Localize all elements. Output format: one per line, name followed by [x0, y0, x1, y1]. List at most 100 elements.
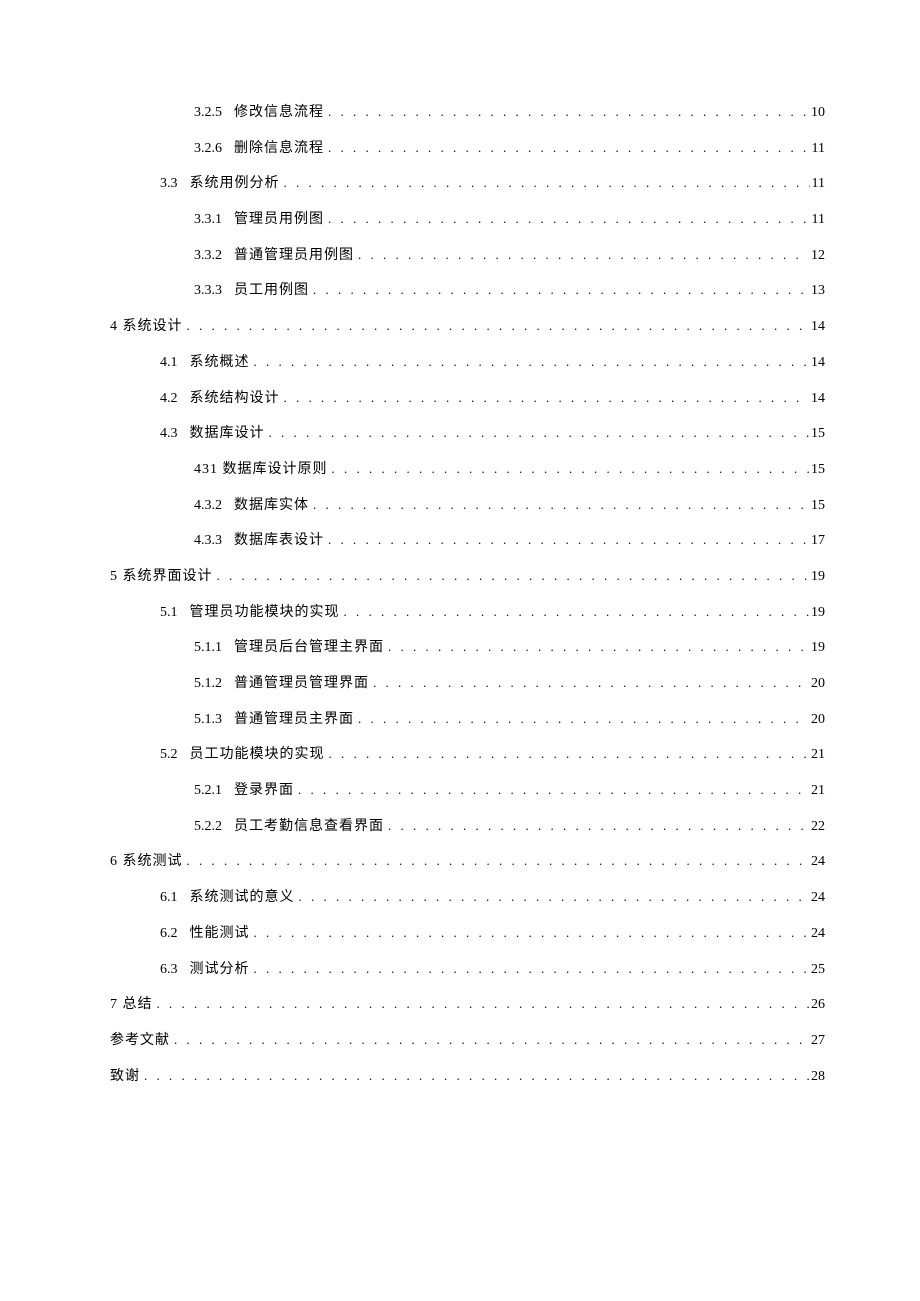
toc-entry: 431 数据库设计原则15 [110, 452, 825, 488]
toc-entry: 5.2.1 登录界面 21 [110, 773, 825, 809]
toc-leader-dots [309, 488, 809, 521]
toc-entry-number: 3.3.3 [194, 273, 222, 309]
toc-entry-page: 12 [809, 238, 825, 274]
toc-entry: 3.3系统用例分析11 [110, 166, 825, 202]
toc-leader-dots [250, 952, 810, 985]
toc-entry: 致谢28 [110, 1059, 825, 1095]
toc-entry-number: 5.1 [160, 595, 178, 631]
toc-entry-title: 性能测试 [190, 916, 250, 952]
toc-leader-dots [309, 273, 809, 306]
toc-entry-number: 3.2.5 [194, 95, 222, 131]
toc-leader-dots [294, 773, 809, 806]
toc-entry-page: 10 [809, 95, 825, 131]
toc-entry-number: 4.2 [160, 381, 178, 417]
toc-leader-dots [183, 844, 810, 877]
toc-entry-title: 登录界面 [234, 773, 294, 809]
toc-entry-title: 致谢 [110, 1059, 140, 1095]
toc-entry: 参考文献 27 [110, 1023, 825, 1059]
toc-entry: 4.1系统概述14 [110, 345, 825, 381]
toc-entry-number: 3.2.6 [194, 131, 222, 167]
toc-entry: 3.3.3员工用例图13 [110, 273, 825, 309]
toc-leader-dots [280, 166, 810, 199]
toc-entry-number: 3.3 [160, 166, 178, 202]
toc-entry-title: 普通管理员管理界面 [234, 666, 369, 702]
toc-leader-dots [384, 630, 809, 663]
toc-entry-title: 管理员功能模块的实现 [190, 595, 340, 631]
toc-entry-title: 参考文献 [110, 1023, 170, 1059]
toc-entry-page: 20 [809, 702, 825, 738]
toc-entry-page: 24 [809, 880, 825, 916]
toc-leader-dots [280, 381, 810, 414]
toc-entry-page: 11 [810, 166, 825, 202]
toc-entry: 5.2.2员工考勤信息查看界面22 [110, 809, 825, 845]
toc-entry-page: 11 [810, 131, 825, 167]
toc-entry-number: 4.3.2 [194, 488, 222, 524]
toc-entry: 7 总结 26 [110, 987, 825, 1023]
toc-entry: 5.2员工功能模块的实现21 [110, 737, 825, 773]
toc-entry-title: 测试分析 [190, 952, 250, 988]
toc-entry-title: 管理员后台管理主界面 [234, 630, 384, 666]
toc-entry-title: 数据库实体 [234, 488, 309, 524]
toc-leader-dots [140, 1059, 809, 1092]
toc-entry-title: 普通管理员用例图 [234, 238, 354, 274]
toc-entry: 3.3.2 普通管理员用例图 12 [110, 238, 825, 274]
toc-entry-title: 删除信息流程 [234, 131, 324, 167]
toc-entry-page: 24 [809, 844, 825, 880]
table-of-contents: 3.2.5修改信息流程103.2.6删除信息流程113.3系统用例分析113.3… [110, 95, 825, 1094]
toc-entry-title: 员工用例图 [234, 273, 309, 309]
toc-entry-number: 3.3.1 [194, 202, 222, 238]
toc-entry: 4.3.3数据库表设计17 [110, 523, 825, 559]
toc-entry-page: 14 [809, 345, 825, 381]
toc-entry-page: 25 [809, 952, 825, 988]
toc-entry-page: 27 [809, 1023, 825, 1059]
toc-entry-page: 19 [809, 559, 825, 595]
toc-entry: 4.3 数据库设计 15 [110, 416, 825, 452]
toc-leader-dots [354, 702, 809, 735]
toc-leader-dots [340, 595, 810, 628]
toc-entry-title: 数据库设计 [190, 416, 265, 452]
toc-entry: 5.1.2 普通管理员管理界面 20 [110, 666, 825, 702]
toc-entry: 6.1系统测试的意义24 [110, 880, 825, 916]
toc-entry-title: 系统测试的意义 [190, 880, 295, 916]
toc-entry-number: 5.1.3 [194, 702, 222, 738]
toc-entry-page: 11 [810, 202, 825, 238]
toc-entry-title: 普通管理员主界面 [234, 702, 354, 738]
toc-entry-title: 6 系统测试 [110, 844, 183, 880]
toc-leader-dots [324, 95, 809, 128]
toc-entry-number: 5.2.2 [194, 809, 222, 845]
toc-leader-dots [250, 916, 810, 949]
toc-entry-number: 3.3.2 [194, 238, 222, 274]
toc-entry-title: 7 总结 [110, 987, 153, 1023]
toc-entry: 4.3.2数据库实体15 [110, 488, 825, 524]
toc-entry-page: 14 [809, 381, 825, 417]
toc-entry-title: 431 数据库设计原则 [194, 452, 328, 488]
toc-entry-number: 5.2.1 [194, 773, 222, 809]
toc-entry-page: 15 [809, 416, 825, 452]
toc-entry: 3.2.5 修改信息流程 10 [110, 95, 825, 131]
toc-entry-title: 修改信息流程 [234, 95, 324, 131]
toc-entry-number: 4.1 [160, 345, 178, 381]
toc-leader-dots [153, 987, 810, 1020]
toc-entry: 3.3.1 管理员用例图 11 [110, 202, 825, 238]
toc-leader-dots [213, 559, 810, 592]
toc-entry-title: 数据库表设计 [234, 523, 324, 559]
toc-entry-page: 19 [809, 595, 825, 631]
toc-entry-number: 4.3 [160, 416, 178, 452]
toc-entry-page: 21 [809, 773, 825, 809]
toc-entry-page: 21 [809, 737, 825, 773]
toc-entry-title: 5 系统界面设计 [110, 559, 213, 595]
toc-entry-page: 26 [809, 987, 825, 1023]
toc-leader-dots [328, 452, 810, 485]
toc-entry-number: 5.2 [160, 737, 178, 773]
toc-entry-page: 19 [809, 630, 825, 666]
toc-leader-dots [324, 202, 810, 235]
toc-entry-page: 20 [809, 666, 825, 702]
toc-entry-title: 管理员用例图 [234, 202, 324, 238]
toc-entry-number: 5.1.2 [194, 666, 222, 702]
toc-leader-dots [384, 809, 809, 842]
toc-entry-page: 22 [809, 809, 825, 845]
toc-entry-number: 6.2 [160, 916, 178, 952]
toc-entry: 4.2系统结构设计14 [110, 381, 825, 417]
toc-leader-dots [265, 416, 810, 449]
toc-entry: 6 系统测试 24 [110, 844, 825, 880]
